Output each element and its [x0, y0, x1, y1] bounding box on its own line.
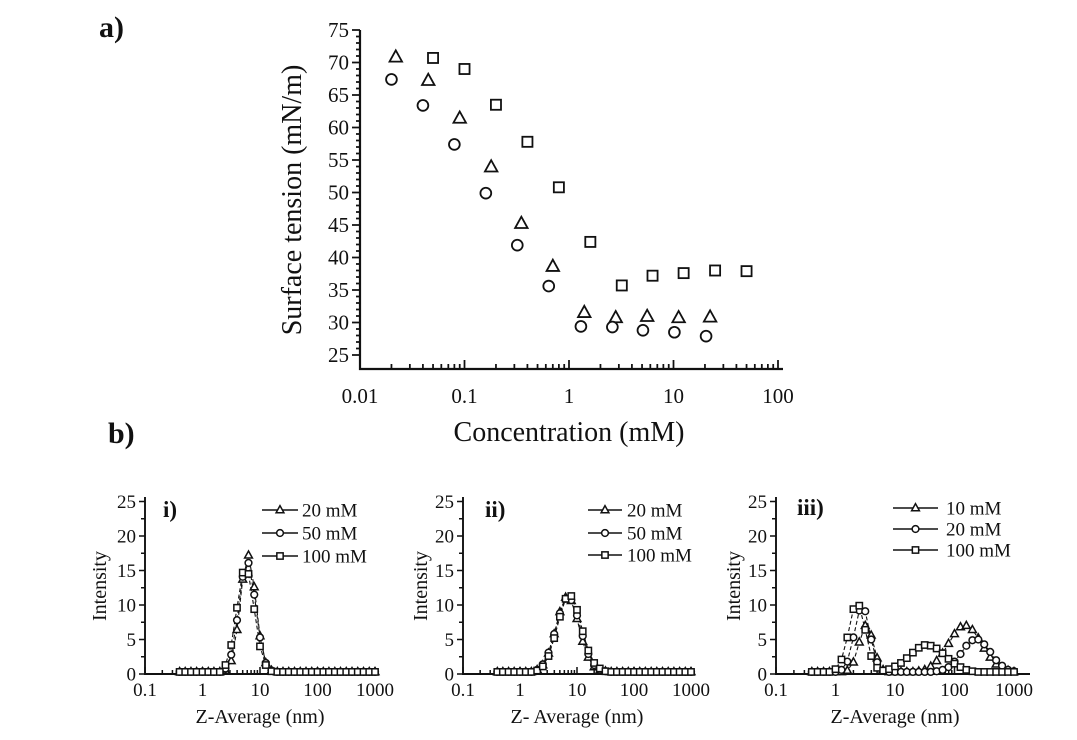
b-ii-y-tick-label: 15	[435, 561, 454, 582]
b-i-y-ticks	[139, 500, 145, 675]
a-y-tick-label: 75	[328, 18, 349, 42]
chart-b-iii: 0.1 1 10 100 1000 0 5 10 15 20 25 Z-Average (nm) Int…	[723, 492, 1033, 728]
a-series-triangle	[388, 48, 718, 324]
a-x-tick-label: 0.1	[451, 384, 477, 408]
b-ii-y-tick-label: 5	[445, 630, 455, 651]
b-iii-y-tick-label: 25	[748, 492, 767, 513]
a-x-tick-label: 10	[663, 384, 684, 408]
a-y-tick-label: 25	[328, 343, 349, 367]
b-ii-y-tick-label: 10	[435, 595, 454, 616]
b-iii-y-tick-label: 15	[748, 561, 767, 582]
panel-a-letter: a)	[99, 11, 124, 44]
chart-a: 0.01 0.1 1 10 100 25 30 35 40 45 50 55 60 65 70 75 Conce…	[277, 18, 794, 448]
b-iii-xlabel: Z-Average (nm)	[830, 706, 959, 728]
b-i-y-tick-label: 20	[117, 526, 136, 547]
b-ii-x-tick-label: 100	[620, 680, 649, 701]
b-i-series-square	[175, 568, 379, 676]
b-ii-xlabel: Z- Average (nm)	[511, 706, 644, 728]
a-x-tick-label: 1	[564, 384, 575, 408]
b-ii-x-tick-label: 1000	[672, 680, 710, 701]
b-iii-y-tick-label: 5	[758, 630, 768, 651]
b-iii-series-circle	[807, 606, 1019, 677]
chart-b-i: 0.1 1 10 100 1000 0 5 10 15 20 25 Z-Average (nm) Int…	[89, 492, 394, 728]
a-y-tick-label: 65	[328, 83, 349, 107]
b-iii-series-square	[807, 601, 1018, 676]
b-i-y-tick-label: 10	[117, 595, 136, 616]
b-iii-legend-label: 20 mM	[946, 519, 1002, 540]
b-ii-y-tick-label: 25	[435, 492, 454, 513]
b-ii-legend-label: 50 mM	[627, 523, 683, 544]
a-y-tick-label: 70	[328, 51, 349, 75]
a-x-tick-label: 100	[762, 384, 794, 408]
a-y-tick-label: 45	[328, 213, 349, 237]
b-iii-y-tick-label: 10	[748, 595, 767, 616]
b-i-legend-label: 20 mM	[302, 500, 358, 521]
b-ii-series-square	[493, 592, 695, 676]
a-x-ticks	[359, 360, 779, 369]
b-ii-inner-label: ii)	[485, 497, 505, 522]
b-i-y-tick-label: 15	[117, 561, 136, 582]
b-i-legend-label: 100 mM	[302, 546, 367, 567]
b-ii-y-tick-label: 20	[435, 526, 454, 547]
panel-b-letter: b)	[108, 417, 135, 450]
b-ii-x-tick-label: 0.1	[451, 680, 475, 701]
a-ylabel: Surface tension (mN/m)	[277, 65, 308, 336]
chart-b-ii: 0.1 1 10 100 1000 0 5 10 15 20 25 Z- Average (nm) In…	[410, 492, 710, 728]
a-x-tick-label: 0.01	[342, 384, 379, 408]
b-iii-inner-label: iii)	[797, 495, 824, 520]
b-iii-legend-label: 10 mM	[946, 498, 1002, 519]
b-i-line-circle	[179, 560, 375, 673]
a-y-tick-label: 30	[328, 311, 349, 335]
b-iii-x-tick-label: 1000	[995, 680, 1033, 701]
b-ii-y-ticks	[457, 500, 463, 675]
b-iii-x-tick-label: 1	[831, 680, 841, 701]
b-iii-y-tick-label: 20	[748, 526, 767, 547]
a-y-tick-label: 55	[328, 148, 349, 172]
b-i-x-tick-label: 1000	[356, 680, 394, 701]
b-ii-x-tick-label: 10	[568, 680, 587, 701]
b-i-xlabel: Z-Average (nm)	[195, 706, 324, 728]
a-series-square	[427, 52, 753, 292]
b-i-series-triangle	[174, 549, 381, 676]
b-iii-y-tick-label: 0	[758, 664, 768, 685]
b-ii-x-tick-label: 1	[515, 680, 525, 701]
b-iii-ylabel: Intensity	[723, 551, 745, 621]
b-iii-x-tick-label: 100	[940, 680, 969, 701]
b-i-x-tick-label: 0.1	[133, 680, 157, 701]
a-y-tick-label: 50	[328, 181, 349, 205]
b-i-line-triangle	[179, 555, 375, 673]
a-xlabel: Concentration (mM)	[454, 417, 685, 448]
b-i-inner-label: i)	[163, 497, 177, 522]
b-i-y-tick-label: 0	[127, 664, 137, 685]
b-i-x-tick-label: 1	[198, 680, 208, 701]
b-i-ylabel: Intensity	[89, 551, 111, 621]
b-i-x-tick-label: 100	[303, 680, 332, 701]
b-ii-ylabel: Intensity	[410, 551, 432, 621]
b-i-y-tick-label: 5	[127, 630, 137, 651]
a-y-tick-label: 35	[328, 278, 349, 302]
b-iii-legend-label: 100 mM	[946, 540, 1011, 561]
b-ii-legend-label: 100 mM	[627, 545, 692, 566]
b-i-y-tick-label: 25	[117, 492, 136, 513]
b-i-line-square	[179, 571, 375, 673]
b-iii-x-tick-label: 0.1	[764, 680, 788, 701]
a-y-tick-label: 60	[328, 116, 349, 140]
b-i-x-tick-label: 10	[251, 680, 270, 701]
a-series-circle	[385, 73, 713, 343]
b-iii-y-ticks	[770, 500, 776, 675]
b-iii-x-tick-label: 10	[886, 680, 905, 701]
b-ii-legend-label: 20 mM	[627, 500, 683, 521]
a-y-ticks	[352, 29, 360, 356]
b-i-legend-label: 50 mM	[302, 523, 358, 544]
b-ii-y-tick-label: 0	[445, 664, 455, 685]
a-y-tick-label: 40	[328, 246, 349, 270]
b-i-series-circle	[175, 558, 380, 677]
